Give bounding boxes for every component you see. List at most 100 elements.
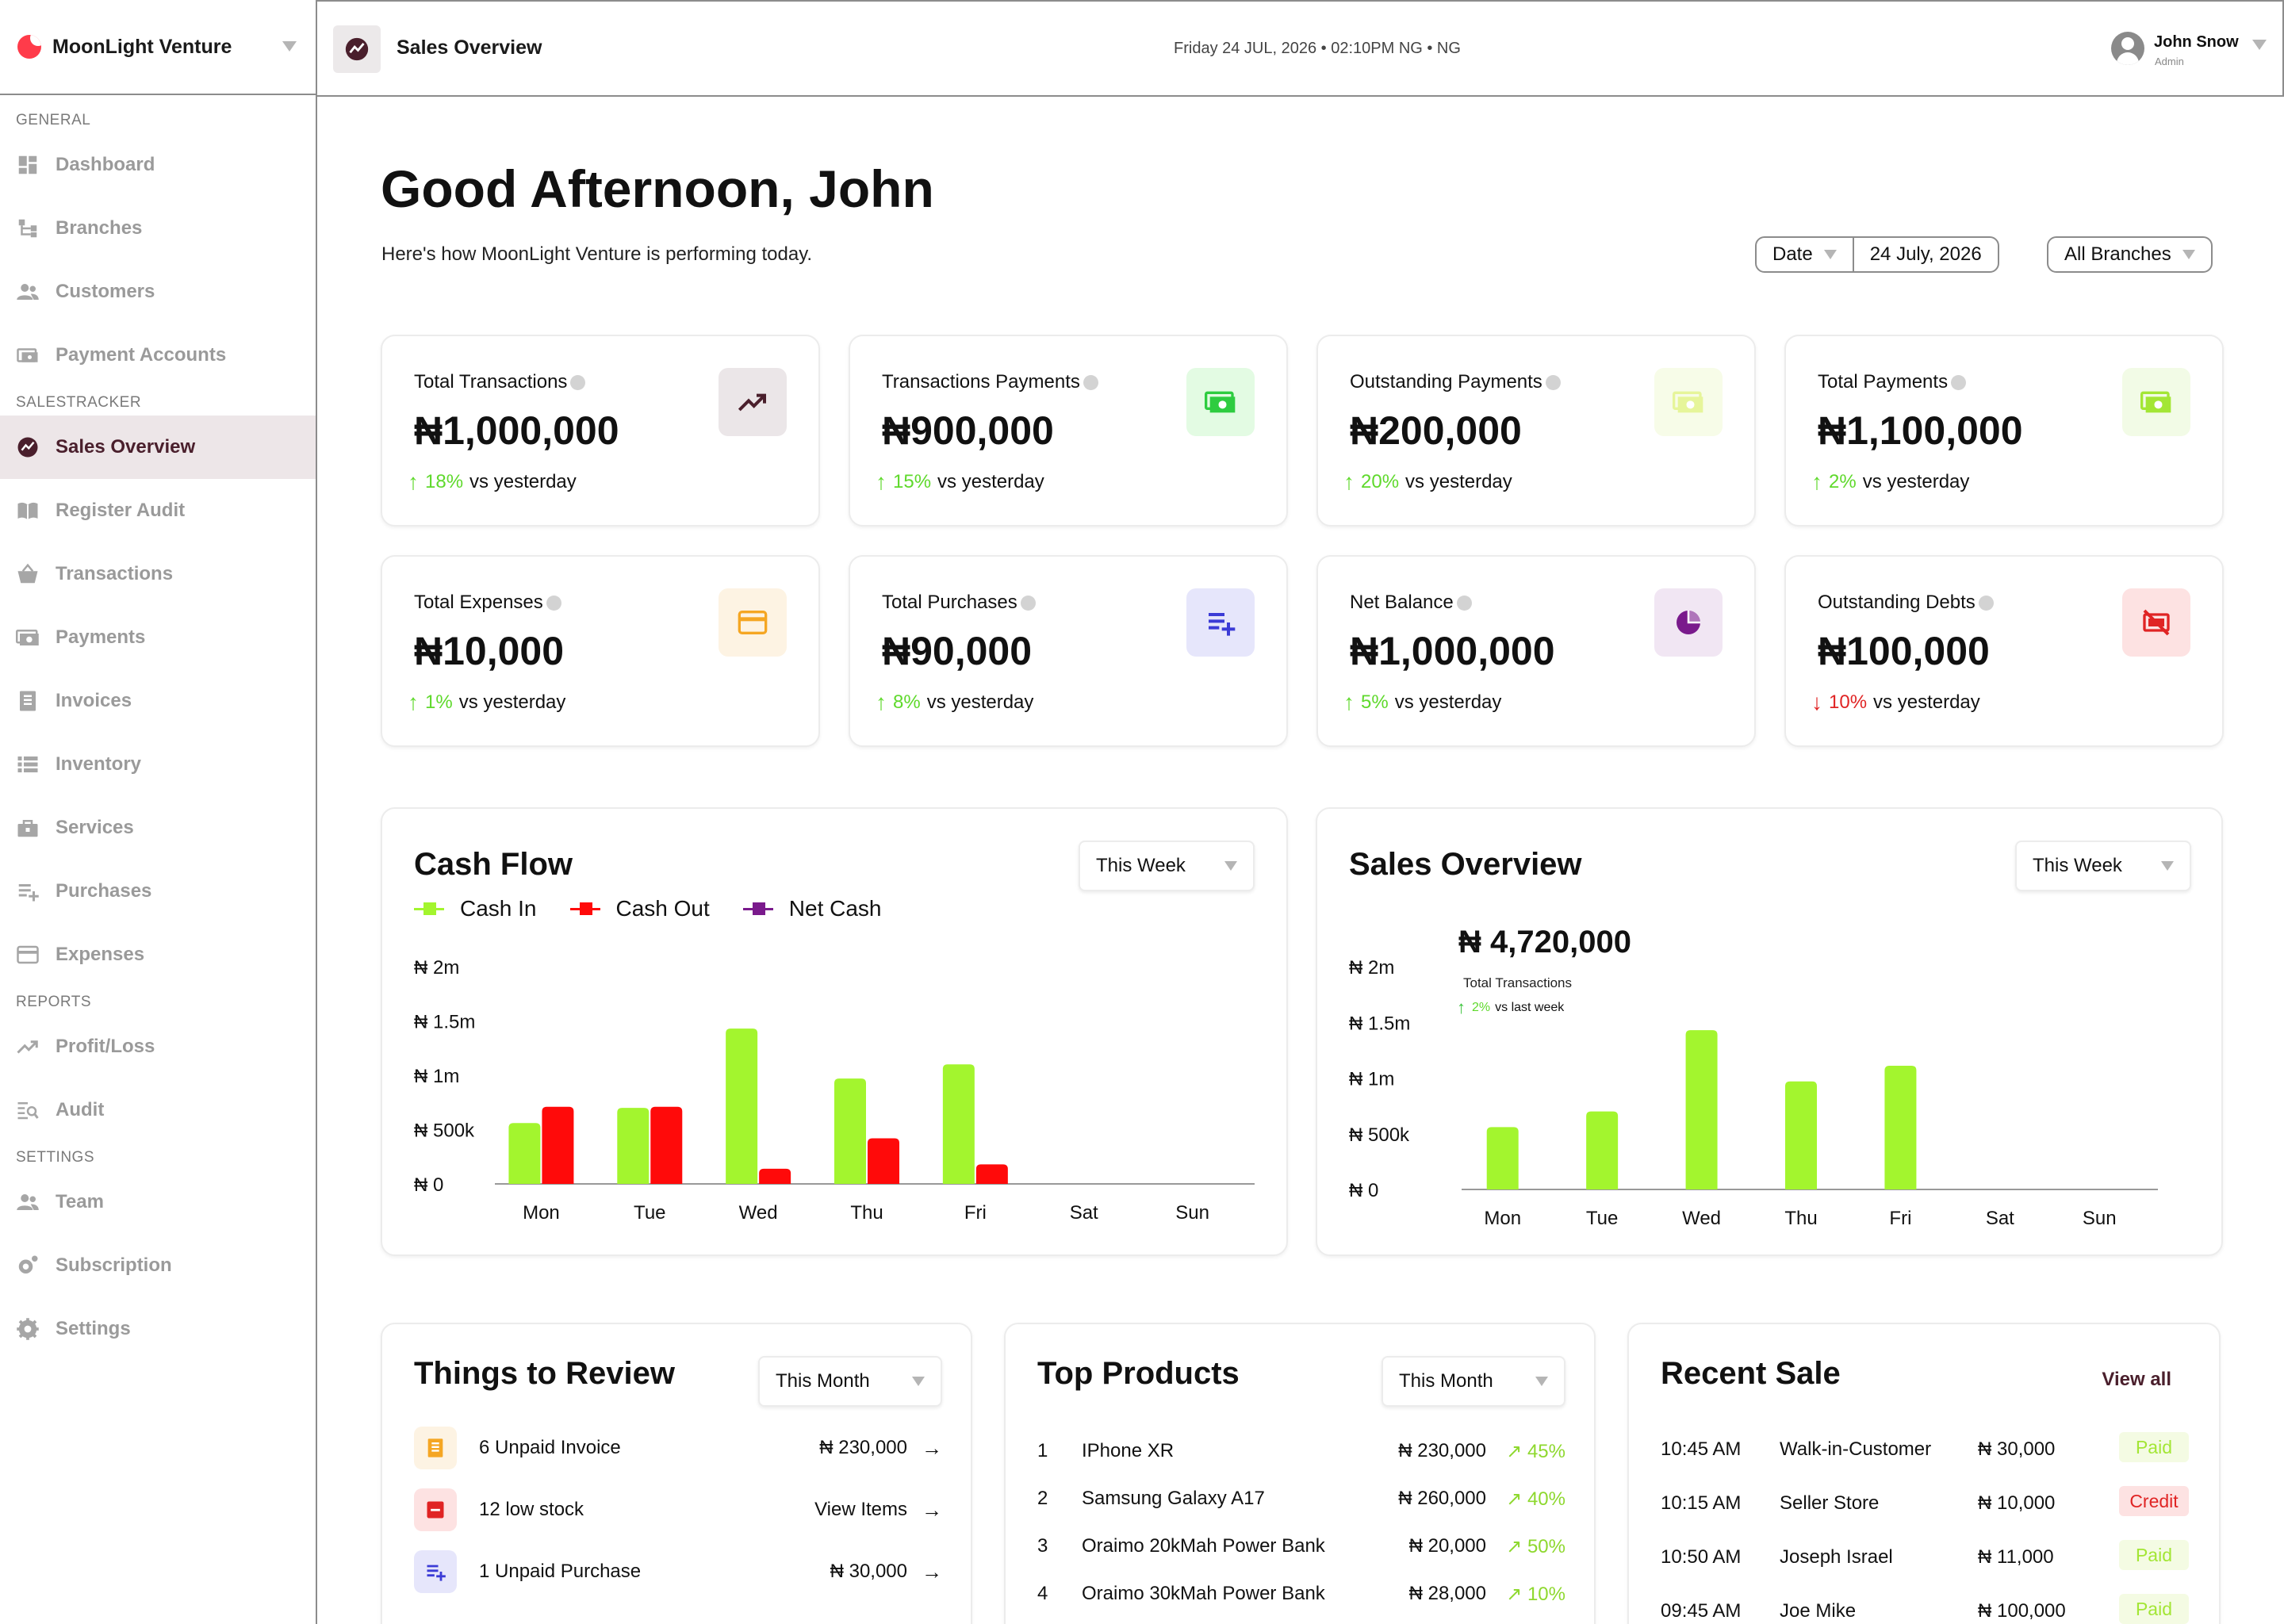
sidebar-item-profit-loss[interactable]: Profit/Loss (0, 1015, 316, 1078)
sidebar-item-label: Profit/Loss (56, 1036, 155, 1057)
sidebar-item-invoices[interactable]: Invoices (0, 669, 316, 733)
chevron-down-icon[interactable] (2252, 40, 2267, 50)
sidebar-item-label: Customers (56, 281, 155, 302)
chevron-down-icon (912, 1377, 925, 1386)
page-title: Sales Overview (397, 36, 542, 59)
chevron-down-icon[interactable] (282, 41, 297, 52)
user-role: Admin (2155, 56, 2184, 67)
review-label: 6 Unpaid Invoice (479, 1437, 621, 1458)
table-row[interactable]: 10:45 AM Walk-in-Customer ₦ 30,000 Paid (1661, 1432, 2189, 1464)
info-icon[interactable] (1951, 374, 1967, 390)
cash-flow-period-select[interactable]: This Week (1079, 841, 1255, 891)
arrow-right-icon[interactable]: → (922, 1497, 942, 1522)
info-icon[interactable] (570, 374, 586, 390)
arrow-right-icon[interactable]: → (922, 1435, 942, 1460)
bar[interactable] (1884, 1066, 1917, 1189)
sidebar-item-expenses[interactable]: Expenses (0, 923, 316, 986)
current-datetime: Friday 24 JUL, 2026 • 02:10PM NG • NG (1174, 40, 1461, 57)
y-tick-label: ₦ 1m (414, 1066, 459, 1087)
y-tick-label: ₦ 2m (1349, 957, 1394, 979)
info-icon[interactable] (1083, 374, 1098, 390)
kpi-change-pct: 8% (893, 691, 921, 713)
table-row[interactable]: 09:45 AM Joe Mike ₦ 100,000 Paid (1661, 1594, 2189, 1624)
info-icon[interactable] (1020, 595, 1036, 611)
sidebar-item-branches[interactable]: Branches (0, 197, 316, 260)
bar[interactable] (975, 1164, 1008, 1184)
sidebar-item-subscription[interactable]: Subscription (0, 1234, 316, 1297)
date-type-select[interactable]: Date (1757, 238, 1853, 271)
info-icon[interactable] (1545, 374, 1561, 390)
sales-period-select[interactable]: This Week (2015, 841, 2191, 891)
sidebar-item-register-audit[interactable]: Register Audit (0, 479, 316, 542)
bar[interactable] (1586, 1111, 1619, 1189)
greeting-subtitle: Here's how MoonLight Venture is performi… (381, 243, 813, 265)
date-picker[interactable]: 24 July, 2026 (1852, 238, 1998, 271)
bar[interactable] (508, 1123, 541, 1184)
info-icon[interactable] (1978, 595, 1994, 611)
list-item[interactable]: 4 Oraimo 30kMah Power Bank ₦ 28,000 ↗ 10… (1037, 1578, 1565, 1610)
top-products-period-select[interactable]: This Month (1382, 1356, 1565, 1407)
user-name[interactable]: John Snow (2154, 33, 2239, 51)
sidebar-item-payment-accounts[interactable]: Payment Accounts (0, 324, 316, 387)
bar[interactable] (650, 1106, 683, 1184)
brand-switcher[interactable]: MoonLight Venture (0, 0, 316, 95)
branch-select[interactable]: All Branches (2047, 236, 2213, 273)
chevron-down-icon (2182, 250, 2195, 259)
legend-item-net-cash: Net Cash (742, 896, 882, 921)
info-icon[interactable] (1456, 595, 1472, 611)
sidebar-item-services[interactable]: Services (0, 796, 316, 860)
sidebar-item-label: Invoices (56, 690, 132, 711)
sidebar-item-team[interactable]: Team (0, 1170, 316, 1234)
sidebar-item-purchases[interactable]: Purchases (0, 860, 316, 923)
bar[interactable] (834, 1078, 866, 1184)
avatar[interactable] (2111, 32, 2144, 65)
bar[interactable] (1785, 1081, 1817, 1189)
view-all-link[interactable]: View all (2102, 1369, 2171, 1390)
sale-time: 09:45 AM (1661, 1600, 1742, 1622)
bar[interactable] (1685, 1030, 1718, 1189)
sidebar-item-dashboard[interactable]: Dashboard (0, 133, 316, 197)
product-name: IPhone XR (1082, 1440, 1175, 1461)
kpi-change: ↑ 2% vs yesterday (1811, 469, 1969, 495)
bar[interactable] (759, 1168, 791, 1184)
arrow-right-icon[interactable]: → (922, 1559, 942, 1584)
list-item[interactable]: 1 Unpaid Purchase ₦ 30,000 → (414, 1549, 942, 1594)
sidebar-item-settings[interactable]: Settings (0, 1297, 316, 1361)
sidebar-item-sales-overview[interactable]: Sales Overview (0, 416, 316, 479)
sidebar-item-customers[interactable]: Customers (0, 260, 316, 324)
list-item[interactable]: 2 Samsung Galaxy A17 ₦ 260,000 ↗ 40% (1037, 1483, 1565, 1515)
table-row[interactable]: 10:15 AM Seller Store ₦ 10,000 Credit (1661, 1486, 2189, 1518)
sidebar-item-audit[interactable]: Audit (0, 1078, 316, 1142)
sidebar-item-payments[interactable]: Payments (0, 606, 316, 669)
sidebar-item-transactions[interactable]: Transactions (0, 542, 316, 606)
playlist-add-icon (1186, 588, 1255, 657)
kpi-change-pct: 2% (1829, 471, 1857, 492)
bar[interactable] (1486, 1127, 1519, 1189)
kpi-label: Total Expenses (414, 592, 543, 613)
bar[interactable] (617, 1108, 650, 1184)
list-item[interactable]: 12 low stock View Items → (414, 1488, 942, 1532)
bar[interactable] (726, 1028, 758, 1184)
product-name: Samsung Galaxy A17 (1082, 1488, 1265, 1509)
greeting-title: Good Afternoon, John (381, 159, 934, 218)
bar[interactable] (942, 1064, 975, 1184)
x-tick-label: Tue (1586, 1208, 1618, 1229)
x-tick-label: Mon (523, 1202, 560, 1224)
bar[interactable] (868, 1138, 899, 1184)
cash-icon (1654, 368, 1723, 436)
list-item[interactable]: 1 IPhone XR ₦ 230,000 ↗ 45% (1037, 1435, 1565, 1467)
list-item[interactable]: 3 Oraimo 20kMah Power Bank ₦ 20,000 ↗ 50… (1037, 1530, 1565, 1562)
info-icon[interactable] (546, 595, 561, 611)
bar[interactable] (542, 1106, 574, 1184)
list-item[interactable]: 6 Unpaid Invoice ₦ 230,000 → (414, 1426, 942, 1470)
review-period-select[interactable]: This Month (758, 1356, 942, 1407)
kpi-card: Total Purchases ₦90,000 ↑ 8% vs yesterda… (849, 555, 1288, 747)
review-title: Things to Review (414, 1356, 675, 1391)
sidebar-item-label: Dashboard (56, 154, 155, 175)
trending-up-icon: ↗ (1506, 1584, 1523, 1605)
status-badge: Paid (2119, 1540, 2189, 1570)
date-filter: Date 24 July, 2026 (1755, 236, 1999, 273)
chevron-down-icon (1535, 1377, 1548, 1386)
sidebar-item-inventory[interactable]: Inventory (0, 733, 316, 796)
table-row[interactable]: 10:50 AM Joseph Israel ₦ 11,000 Paid (1661, 1540, 2189, 1572)
